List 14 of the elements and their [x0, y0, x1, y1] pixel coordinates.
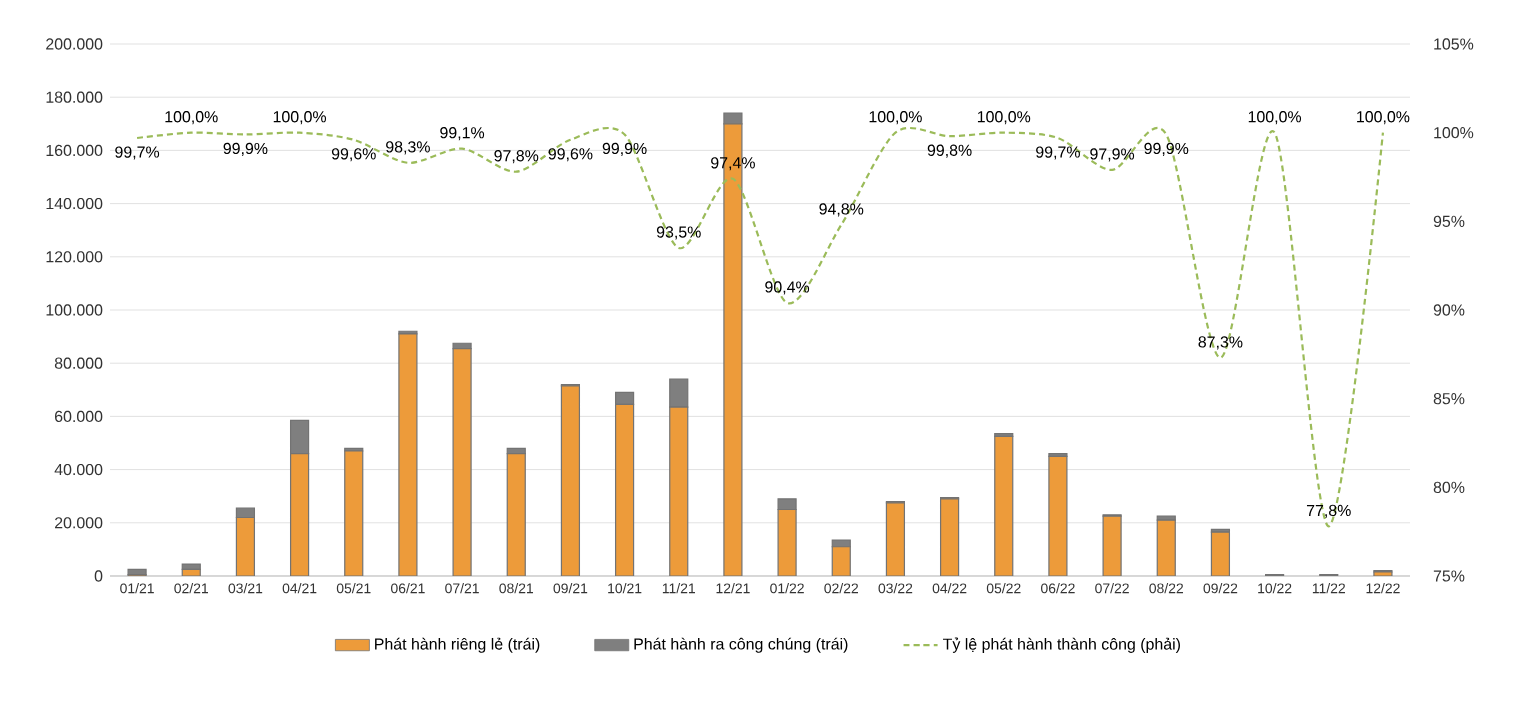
bar	[289, 453, 310, 576]
bar	[669, 406, 689, 576]
bar	[614, 403, 635, 576]
bar	[289, 419, 310, 455]
bar	[1210, 531, 1231, 576]
bar	[994, 435, 1014, 576]
bar	[560, 385, 581, 576]
bar	[831, 546, 851, 576]
bar	[344, 450, 364, 576]
bar	[1156, 519, 1176, 576]
bar	[885, 502, 906, 576]
bar	[939, 498, 960, 576]
bar	[506, 453, 526, 576]
bar	[235, 516, 256, 576]
